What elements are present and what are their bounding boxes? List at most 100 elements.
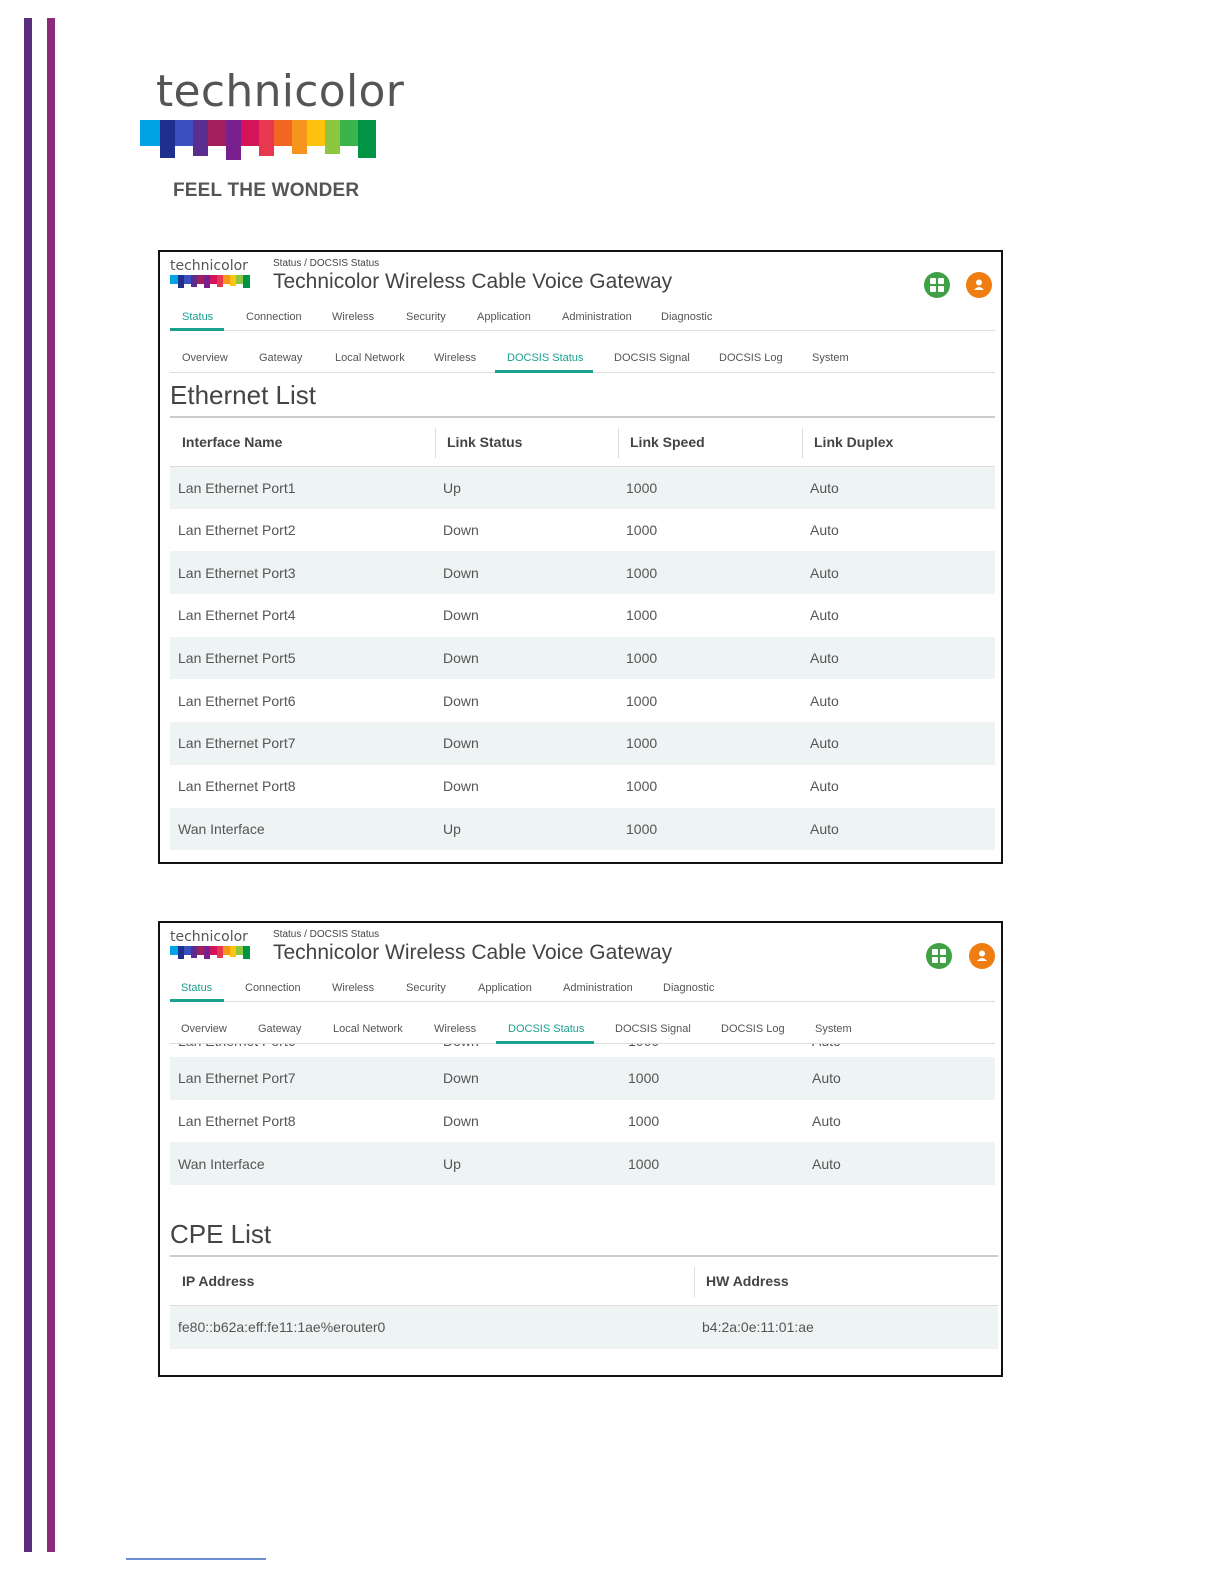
table-row: Wan Interface Up 1000 Auto <box>170 807 995 851</box>
subtab-local-network[interactable]: Local Network <box>333 1023 403 1035</box>
tab-security[interactable]: Security <box>406 311 446 323</box>
cell-interface: Lan Ethernet Port7 <box>170 1057 435 1100</box>
cell-speed: 1000 <box>618 636 802 680</box>
active-subtab-indicator <box>496 1041 594 1044</box>
account-button[interactable] <box>966 272 992 298</box>
subtab-overview[interactable]: Overview <box>182 352 228 364</box>
cell-interface: Wan Interface <box>170 1142 435 1186</box>
cpe-table: IP Address HW Address fe80::b62a:eff:fe1… <box>170 1257 998 1349</box>
cell-interface: Lan Ethernet Port5 <box>170 636 435 680</box>
gateway-header: technicolor Status / DOCSIS Status Techn… <box>160 923 1001 1003</box>
tab-connection[interactable]: Connection <box>246 311 302 323</box>
cell-speed: 1000 <box>620 1142 804 1186</box>
subtab-wireless[interactable]: Wireless <box>434 352 477 364</box>
cell-duplex: Auto <box>802 466 995 509</box>
cell-duplex: Auto <box>802 807 995 851</box>
account-button[interactable] <box>969 943 995 969</box>
cpe-table-header: IP Address HW Address <box>170 1257 998 1305</box>
table-row: Lan Ethernet Port4 Down 1000 Auto <box>170 594 995 637</box>
cell-interface: Lan Ethernet Port6 <box>178 692 296 709</box>
subtab-docsis-log[interactable]: DOCSIS Log <box>721 1023 785 1035</box>
cell-speed: 1000 <box>618 466 802 509</box>
grid-icon <box>932 949 946 963</box>
subtab-docsis-status[interactable]: DOCSIS Status <box>508 1023 585 1035</box>
cell-duplex: Auto <box>810 522 839 539</box>
cell-status: Up <box>435 807 618 851</box>
subtab-gateway[interactable]: Gateway <box>258 1023 302 1035</box>
cell-speed: 1000 <box>618 551 802 595</box>
col-hw-address: HW Address <box>694 1257 998 1305</box>
active-tab-indicator <box>170 999 224 1002</box>
subtab-docsis-log[interactable]: DOCSIS Log <box>719 352 783 364</box>
cell-interface: Lan Ethernet Port1 <box>170 466 435 509</box>
cell-interface: Lan Ethernet Port2 <box>178 522 296 539</box>
tab-application[interactable]: Application <box>477 311 531 323</box>
table-row: Lan Ethernet Port3 Down 1000 Auto <box>170 551 995 595</box>
cell-interface: Lan Ethernet Port4 <box>178 607 296 624</box>
apps-grid-button[interactable] <box>926 943 952 969</box>
subtab-local-network[interactable]: Local Network <box>335 352 405 364</box>
col-link-duplex: Link Duplex <box>802 418 995 466</box>
gateway-screenshot-cpe: technicolor Status / DOCSIS Status Techn… <box>158 921 1003 1377</box>
table-row: Lan Ethernet Port7 Down 1000 Auto <box>170 722 995 765</box>
page-title: Technicolor Wireless Cable Voice Gateway <box>273 941 673 964</box>
cell-duplex: Auto <box>802 636 995 680</box>
cpe-title-rule <box>170 1255 998 1257</box>
tab-wireless[interactable]: Wireless <box>332 311 375 323</box>
cell-speed: 1000 <box>626 692 658 709</box>
left-magenta-bar <box>47 18 55 1552</box>
cell-status: Up <box>435 1142 620 1186</box>
cell-interface: Lan Ethernet Port3 <box>170 551 435 595</box>
table-row: Lan Ethernet Port8 Down 1000 Auto <box>170 1099 995 1143</box>
subtab-docsis-signal[interactable]: DOCSIS Signal <box>615 1023 691 1035</box>
tab-wireless[interactable]: Wireless <box>332 982 375 994</box>
apps-grid-button[interactable] <box>924 272 950 298</box>
gateway-logo-bars-icon <box>170 275 250 288</box>
ethernet-table: Interface Name Link Status Link Speed Li… <box>170 418 995 851</box>
gateway-logo: technicolor <box>170 258 252 289</box>
tab-administration[interactable]: Administration <box>563 982 633 994</box>
active-tab-indicator <box>170 328 224 331</box>
gateway-logo: technicolor <box>170 929 252 960</box>
subtab-system[interactable]: System <box>815 1023 852 1035</box>
tab-security[interactable]: Security <box>406 982 446 994</box>
cell-interface: Lan Ethernet Port8 <box>170 1099 435 1143</box>
cell-duplex: Auto <box>810 778 839 795</box>
tab-application[interactable]: Application <box>478 982 532 994</box>
cell-duplex: Auto <box>802 722 995 765</box>
tab-status[interactable]: Status <box>181 982 213 994</box>
tab-status[interactable]: Status <box>182 311 214 323</box>
gateway-logo-bars-icon <box>170 946 250 959</box>
gateway-logo-text: technicolor <box>170 929 248 945</box>
top-nav: Status Connection Wireless Security Appl… <box>170 302 995 331</box>
subtab-wireless[interactable]: Wireless <box>434 1023 477 1035</box>
cell-status: Up <box>435 466 618 509</box>
cell-interface: Lan Ethernet Port7 <box>170 722 435 765</box>
top-nav: Status Connection Wireless Security Appl… <box>170 973 995 1002</box>
tab-administration[interactable]: Administration <box>562 311 632 323</box>
grid-icon <box>930 278 944 292</box>
table-row: Lan Ethernet Port8 Down 1000 Auto <box>170 765 995 808</box>
ethernet-table-header: Interface Name Link Status Link Speed Li… <box>170 418 995 466</box>
tab-connection[interactable]: Connection <box>245 982 301 994</box>
left-purple-bar <box>24 18 32 1552</box>
logo-tagline: FEEL THE WONDER <box>173 180 360 201</box>
tab-diagnostic[interactable]: Diagnostic <box>663 982 715 994</box>
sub-nav: Overview Gateway Local Network Wireless … <box>170 331 995 373</box>
cell-duplex: Auto <box>804 1099 995 1143</box>
gateway-logo-text: technicolor <box>170 258 248 274</box>
col-ip-address: IP Address <box>182 1272 255 1289</box>
subtab-gateway[interactable]: Gateway <box>259 352 303 364</box>
gateway-screenshot-ethernet: technicolor Status / DOCSIS Status Techn… <box>158 250 1003 864</box>
subtab-docsis-status[interactable]: DOCSIS Status <box>507 352 584 364</box>
subtab-overview[interactable]: Overview <box>181 1023 227 1035</box>
cell-status: Down <box>443 778 479 795</box>
tab-diagnostic[interactable]: Diagnostic <box>661 311 713 323</box>
row-spacer <box>170 1049 995 1057</box>
cell-status: Down <box>443 692 479 709</box>
subtab-docsis-signal[interactable]: DOCSIS Signal <box>614 352 690 364</box>
active-subtab-indicator <box>495 370 593 373</box>
col-interface-name: Interface Name <box>182 433 283 450</box>
subtab-system[interactable]: System <box>812 352 849 364</box>
